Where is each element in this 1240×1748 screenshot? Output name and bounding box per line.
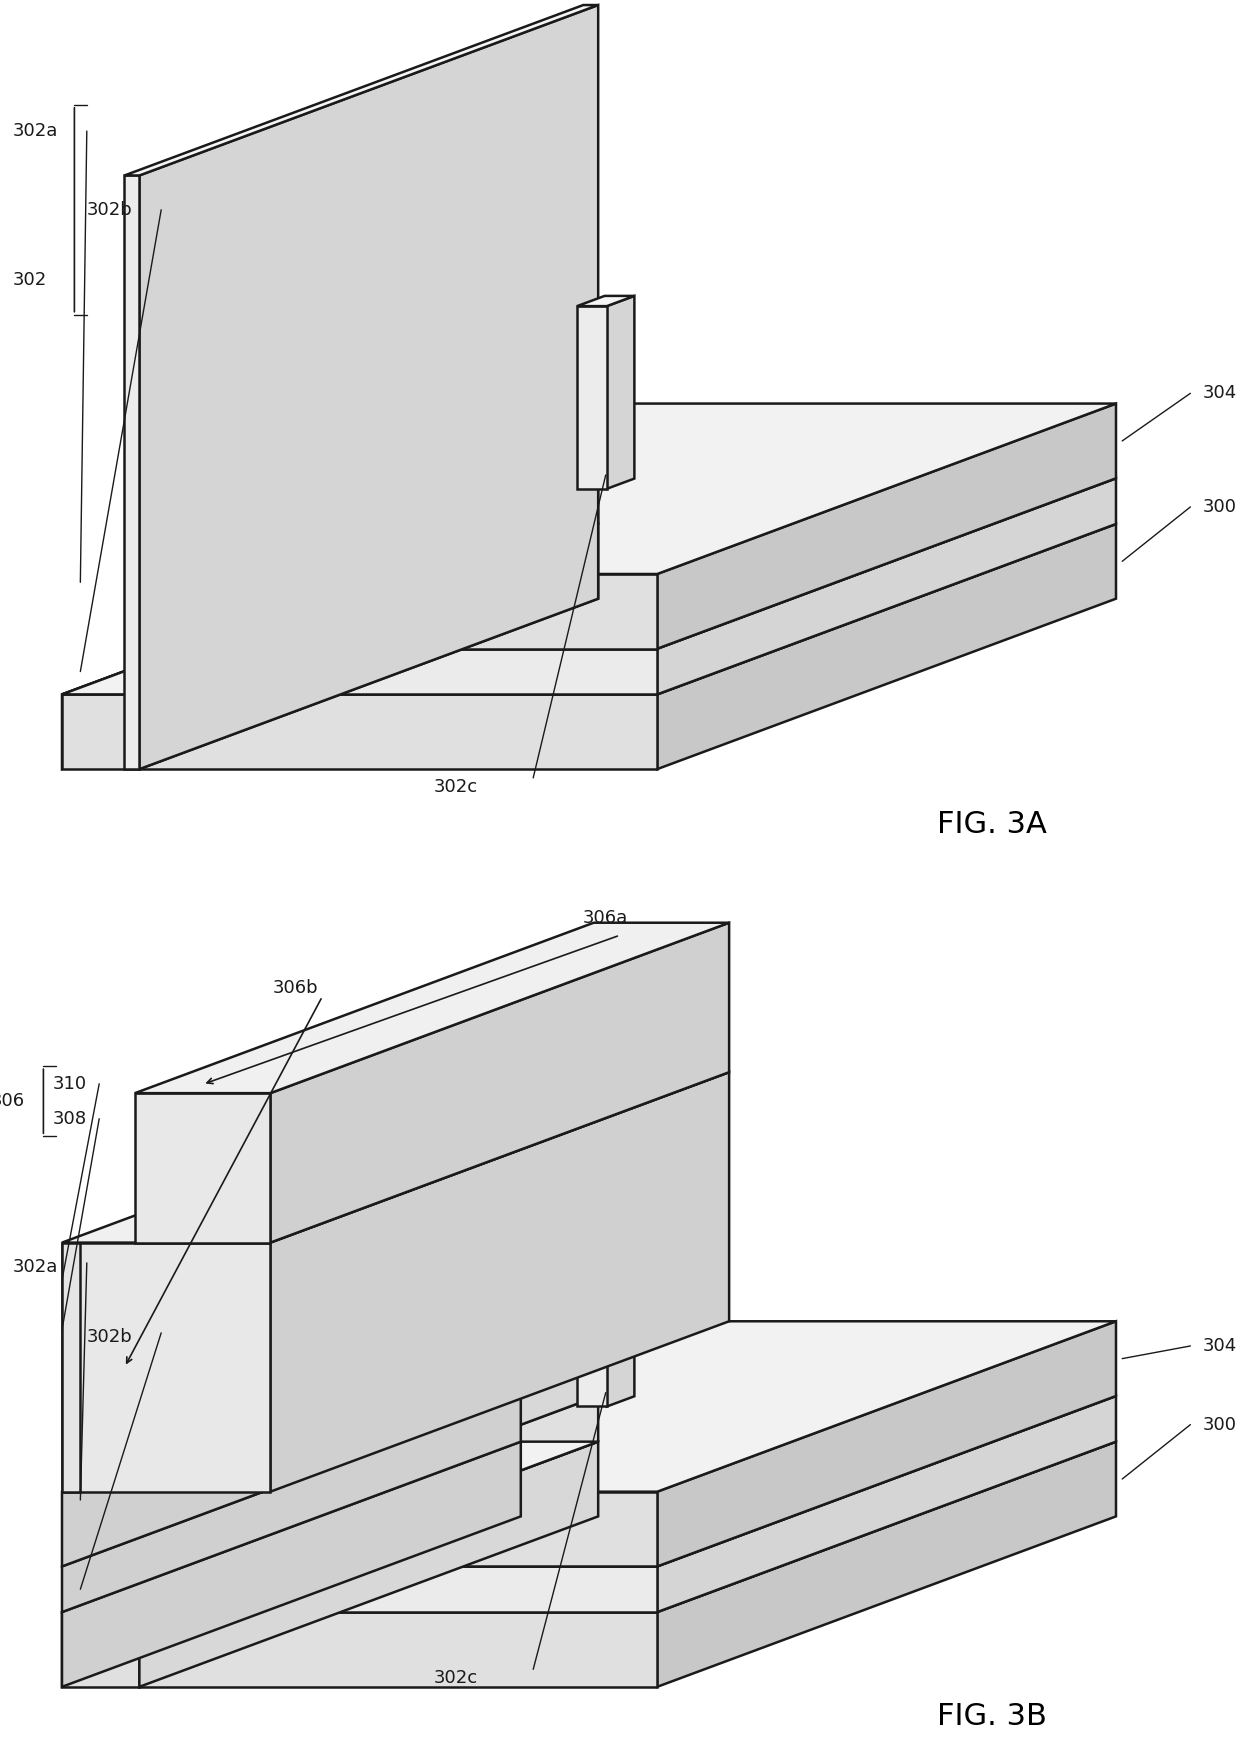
Polygon shape	[139, 1321, 598, 1566]
Polygon shape	[139, 1321, 1116, 1491]
Polygon shape	[62, 1243, 270, 1491]
Polygon shape	[577, 295, 635, 306]
Polygon shape	[139, 1612, 657, 1687]
Polygon shape	[62, 1072, 729, 1243]
Polygon shape	[139, 1442, 598, 1687]
Text: 302c: 302c	[434, 778, 479, 795]
Polygon shape	[139, 524, 1116, 694]
Polygon shape	[139, 694, 657, 769]
Polygon shape	[577, 306, 606, 489]
Polygon shape	[62, 524, 598, 694]
Text: 300: 300	[1203, 498, 1236, 516]
Polygon shape	[124, 5, 598, 175]
Polygon shape	[139, 1397, 598, 1612]
Polygon shape	[62, 1442, 598, 1612]
Text: 302a: 302a	[12, 122, 58, 140]
Text: 302a: 302a	[12, 1259, 58, 1276]
Polygon shape	[62, 1442, 598, 1612]
Polygon shape	[62, 1442, 521, 1687]
Text: 306: 306	[0, 1092, 25, 1110]
Polygon shape	[270, 923, 729, 1243]
Text: 302b: 302b	[87, 1328, 133, 1346]
Polygon shape	[139, 479, 1116, 649]
Polygon shape	[135, 1092, 270, 1243]
Text: 304: 304	[1203, 385, 1238, 402]
Polygon shape	[139, 5, 598, 769]
Polygon shape	[657, 404, 1116, 649]
Polygon shape	[139, 1442, 1116, 1612]
Polygon shape	[124, 175, 139, 769]
Polygon shape	[270, 1072, 729, 1491]
Text: 302: 302	[12, 271, 47, 288]
Polygon shape	[657, 524, 1116, 769]
Polygon shape	[139, 524, 598, 769]
Polygon shape	[135, 923, 729, 1092]
Polygon shape	[139, 404, 598, 649]
Polygon shape	[62, 694, 139, 769]
Text: 302c: 302c	[434, 1669, 479, 1687]
Text: FIG. 3A: FIG. 3A	[937, 809, 1047, 839]
Polygon shape	[139, 1397, 1116, 1566]
Polygon shape	[657, 1321, 1116, 1566]
Polygon shape	[62, 1442, 521, 1687]
Polygon shape	[139, 649, 657, 694]
Polygon shape	[657, 1397, 1116, 1612]
Text: 308: 308	[52, 1110, 87, 1127]
Polygon shape	[606, 295, 635, 489]
Polygon shape	[139, 479, 598, 694]
Polygon shape	[62, 524, 598, 694]
Polygon shape	[577, 1224, 606, 1407]
Polygon shape	[62, 1612, 139, 1687]
Text: 302b: 302b	[87, 201, 133, 218]
Polygon shape	[139, 1491, 657, 1566]
Text: 306b: 306b	[273, 979, 319, 996]
Text: 300: 300	[1203, 1416, 1236, 1433]
Polygon shape	[62, 1397, 521, 1612]
Polygon shape	[657, 479, 1116, 694]
Polygon shape	[62, 1321, 521, 1566]
Polygon shape	[606, 1213, 635, 1407]
Text: 306a: 306a	[583, 909, 627, 926]
Polygon shape	[139, 404, 1116, 573]
Polygon shape	[657, 1442, 1116, 1687]
Polygon shape	[62, 524, 521, 769]
Text: 304: 304	[1203, 1337, 1238, 1355]
Polygon shape	[577, 1213, 635, 1224]
Text: 310: 310	[52, 1075, 87, 1092]
Text: FIG. 3B: FIG. 3B	[937, 1701, 1047, 1731]
Polygon shape	[62, 1243, 79, 1491]
Polygon shape	[139, 573, 657, 649]
Polygon shape	[139, 1566, 657, 1612]
